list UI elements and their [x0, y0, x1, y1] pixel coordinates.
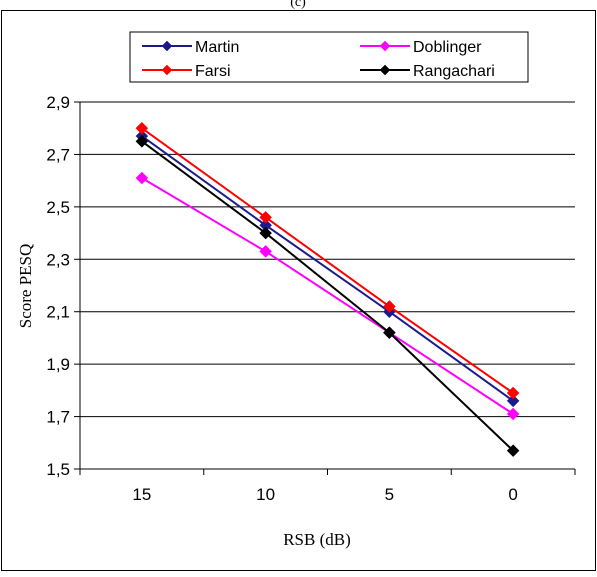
x-axis-label: RSB (dB) [283, 530, 351, 549]
x-tick-label: 5 [385, 485, 394, 504]
legend-marker-farsi [161, 64, 173, 76]
y-tick-label: 2,1 [46, 303, 70, 322]
data-point-doblinger [506, 407, 520, 421]
data-point-doblinger [259, 245, 272, 258]
data-point-farsi [383, 300, 396, 313]
data-point-rangachari [135, 134, 149, 148]
chart-top-label: (c) [290, 0, 306, 10]
series-layer [135, 121, 520, 458]
legend-item-farsi: Farsi [142, 63, 231, 80]
y-axis-label: Score PESQ [16, 244, 35, 329]
legend-box [129, 31, 529, 83]
data-point-martin [506, 394, 520, 408]
x-tick-label: 10 [256, 485, 275, 504]
legend-item-doblinger: Doblinger [360, 39, 482, 56]
legend-item-rangachari: Rangachari [360, 63, 495, 80]
series-farsi [135, 121, 520, 400]
grid-lines [80, 101, 575, 418]
legend-label-doblinger: Doblinger [413, 39, 482, 56]
y-tick-label: 2,3 [46, 250, 70, 269]
axes: 1,5 1,7 1,9 2,1 2,3 2,5 2,7 2,9 15 10 5 0 [46, 93, 576, 504]
series-line-rangachari [141, 140, 514, 452]
series-line-farsi [141, 127, 514, 394]
y-tick-label: 1,9 [46, 355, 70, 374]
legend-label-martin: Martin [195, 39, 239, 56]
data-point-doblinger [135, 171, 149, 185]
y-tick-label: 1,7 [46, 408, 70, 427]
data-point-rangachari [506, 444, 520, 458]
data-point-rangachari [383, 326, 396, 340]
legend-marker-rangachari [379, 64, 391, 76]
y-tick-label: 2,7 [46, 145, 70, 164]
legend: Martin Doblinger Farsi Rangachari [129, 31, 529, 83]
outer-border [1, 10, 596, 571]
data-point-farsi [506, 386, 520, 400]
series-rangachari [135, 134, 520, 458]
legend-label-farsi: Farsi [195, 63, 231, 80]
legend-item-martin: Martin [142, 39, 239, 56]
x-tick-label: 0 [508, 485, 517, 504]
series-line-martin [141, 135, 514, 402]
x-tick-label: 15 [132, 485, 151, 504]
y-tick-label: 2,5 [46, 198, 70, 217]
y-tick-label: 1,5 [46, 460, 70, 479]
legend-label-rangachari: Rangachari [413, 63, 495, 80]
legend-marker-doblinger [379, 40, 391, 52]
series-line-doblinger [141, 177, 514, 415]
data-point-farsi [259, 210, 272, 224]
legend-marker-martin [161, 40, 173, 52]
data-point-farsi [135, 121, 149, 135]
data-point-rangachari [259, 226, 272, 240]
y-tick-label: 2,9 [46, 93, 70, 112]
